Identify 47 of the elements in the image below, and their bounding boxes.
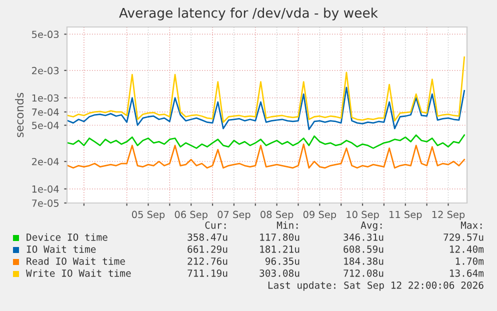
y-tick-label: 7e-05 — [32, 199, 59, 207]
text: Cur: — [205, 221, 226, 229]
text: Max: — [460, 222, 482, 229]
y-tick-label: 1e-03 — [32, 94, 59, 102]
text: 117.80u — [260, 233, 300, 241]
y-tick-label: 5e-03 — [32, 30, 59, 38]
y-tick-label: 2e-04 — [32, 158, 59, 166]
text: 96.35u — [265, 257, 300, 265]
x-tick-label: 06 Sep — [174, 210, 208, 220]
line-series — [67, 134, 466, 149]
text: 12.40m — [450, 245, 484, 253]
legend-label: IO Wait time — [26, 245, 96, 253]
text: 346.31u — [344, 233, 384, 241]
text: 13.64m — [450, 269, 484, 277]
legend-label: Write IO Wait time — [26, 269, 131, 277]
legend-label: Read IO Wait time — [26, 257, 125, 265]
y-tick-label: 7e-04 — [32, 108, 59, 116]
text: 1.70m — [456, 257, 484, 265]
chart-title: Average latency for /dev/vda - by week — [119, 8, 378, 20]
legend-label: Device IO time — [26, 233, 108, 241]
y-axis-title: seconds — [15, 92, 24, 138]
x-tick-label: 07 Sep — [218, 210, 250, 220]
text: 711.19u — [188, 269, 228, 277]
x-tick-label: 08 Sep — [260, 210, 294, 220]
x-tick-label: 12 Sep — [432, 210, 465, 220]
x-tick-label: 09 Sep — [303, 210, 336, 220]
x-tick-label: 05 Sep — [132, 210, 165, 220]
text: 184.38u — [344, 257, 384, 265]
line-series — [67, 143, 466, 169]
line-series — [67, 86, 466, 130]
text: 358.47u — [188, 233, 228, 241]
text: Min: — [276, 221, 298, 229]
text: 212.76u — [188, 257, 228, 265]
y-tick-label: 5e-04 — [32, 122, 59, 130]
text: 661.29u — [188, 245, 228, 253]
x-tick-label: 11 Sep — [390, 210, 422, 220]
text: 729.57u — [444, 233, 484, 241]
line-series — [67, 56, 466, 123]
text: Avg: — [360, 222, 382, 231]
y-tick-label: 2e-03 — [32, 66, 59, 74]
text: Last update: Sat Sep 12 22:00:06 2026 — [268, 281, 484, 291]
text: 181.21u — [260, 245, 300, 253]
text: 712.08u — [344, 269, 384, 277]
text: 608.59u — [344, 245, 384, 253]
text: 303.08u — [260, 269, 300, 277]
y-tick-label: 1e-04 — [32, 185, 59, 193]
x-tick-label: 10 Sep — [346, 210, 379, 220]
